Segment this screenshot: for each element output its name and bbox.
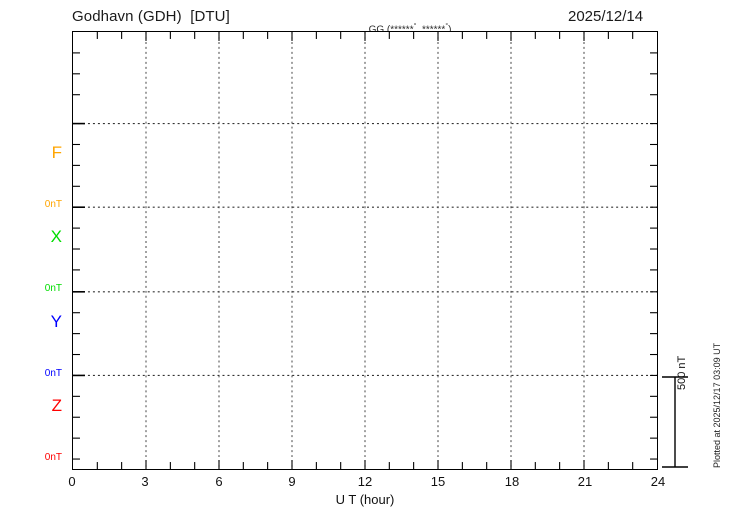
x-axis-bottom-minor-ticks [96,460,634,469]
coordinates-separator: , [416,24,422,36]
degree-symbol-lon: ° [445,23,449,30]
scale-bar-icon [662,376,692,468]
component-baseline-x: 0nT [44,283,62,294]
component-baseline-y: 0nT [44,368,62,379]
xtick-6: 6 [215,474,223,489]
baseline-stubs [73,122,85,377]
component-label-x: X 0nT [14,192,62,313]
coordinates-longitude: ****** [421,24,446,36]
component-baseline-z: 0nT [44,452,62,463]
xtick-21: 21 [577,474,593,489]
component-label-f: F 0nT [14,108,62,229]
y-axis-right-minor-ticks [650,52,657,460]
plot-grid [73,32,657,469]
component-letter-y: Y [50,312,62,331]
component-baselines [73,123,657,376]
component-baseline-f: 0nT [44,199,62,210]
page-title: Godhavn (GDH) [DTU] [72,8,230,25]
coordinates-latitude: ****** [390,24,414,36]
xtick-9: 9 [288,474,296,489]
xtick-12: 12 [357,474,373,489]
xtick-15: 15 [430,474,446,489]
x-axis-top-minor-ticks [96,32,634,41]
magnetogram-plot-area [72,31,658,470]
xtick-24: 24 [650,474,666,489]
component-letter-x: X [50,227,62,246]
scale-bar-label: 500 nT [676,355,688,390]
y-axis-minor-ticks [73,52,80,460]
xtick-3: 3 [141,474,149,489]
x-axis-title: U T (hour) [335,492,395,507]
component-letter-z: Z [51,396,62,415]
component-letter-f: F [51,143,62,162]
observation-date: 2025/12/14 [568,8,644,25]
plotted-at-timestamp: Plotted at 2025/12/17 03:09 UT [712,342,722,468]
xtick-0: 0 [68,474,76,489]
degree-symbol-lat: ° [413,23,417,30]
component-label-y: Y 0nT [14,277,62,398]
coordinates-prefix: GG ( [368,24,391,36]
coordinates-suffix: ) [448,24,452,36]
geographic-coordinates: GG (******°, ******°) [363,12,452,36]
xtick-18: 18 [504,474,520,489]
vertical-gridlines [145,32,585,469]
component-label-z: Z 0nT [14,361,62,482]
